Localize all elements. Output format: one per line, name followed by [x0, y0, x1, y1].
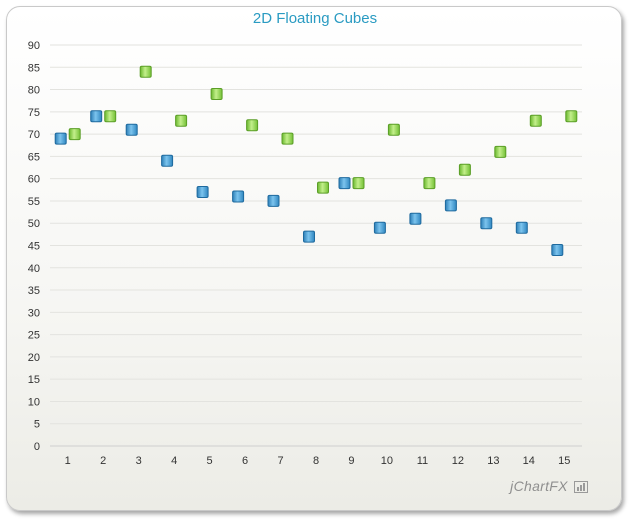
- x-tick-label: 4: [171, 455, 177, 467]
- x-tick-label: 2: [100, 455, 106, 467]
- y-tick-label: 0: [34, 441, 40, 453]
- y-tick-label: 65: [28, 151, 40, 163]
- y-tick-label: 30: [28, 307, 40, 319]
- y-tick-label: 35: [28, 285, 40, 297]
- x-tick-label: 9: [348, 455, 354, 467]
- y-tick-label: 90: [28, 40, 40, 52]
- y-tick-label: 85: [28, 62, 40, 74]
- cube-marker-green: [68, 128, 81, 141]
- cube-marker-blue: [90, 110, 103, 123]
- cube-marker-green: [565, 110, 578, 123]
- x-tick-label: 13: [487, 455, 499, 467]
- y-tick-label: 45: [28, 241, 40, 253]
- cube-marker-blue: [373, 221, 386, 234]
- cube-marker-blue: [125, 123, 138, 136]
- cube-marker-blue: [232, 190, 245, 203]
- y-tick-label: 80: [28, 85, 40, 97]
- jchartfx-logo: jChartFX: [510, 478, 588, 494]
- y-tick-label: 70: [28, 129, 40, 141]
- chart-frame: [6, 6, 622, 511]
- chart-title: 2D Floating Cubes: [252, 10, 378, 27]
- y-tick-label: 20: [28, 352, 40, 364]
- y-tick-label: 60: [28, 174, 40, 186]
- cube-marker-blue: [196, 186, 209, 198]
- cube-marker-blue: [409, 212, 422, 225]
- x-tick-label: 15: [558, 455, 570, 467]
- y-axis: 0 5 10 15 20 25 30 35 40 45 50 55 60 65 70 75 80 85 90: [28, 40, 40, 453]
- cube-marker-blue: [515, 221, 528, 234]
- cube-marker-blue: [161, 154, 174, 167]
- x-tick-label: 14: [523, 455, 535, 467]
- cube-marker-green: [139, 65, 152, 78]
- cube-marker-blue: [303, 230, 315, 243]
- x-tick-label: 1: [65, 455, 71, 467]
- x-tick-label: 3: [136, 455, 142, 467]
- cube-marker-blue: [551, 244, 564, 256]
- cube-marker-blue: [54, 132, 67, 145]
- y-tick-label: 10: [28, 396, 40, 408]
- y-tick-label: 5: [34, 419, 40, 431]
- x-tick-label: 5: [207, 455, 213, 467]
- x-tick-label: 6: [242, 455, 248, 467]
- cube-marker-green: [529, 114, 542, 127]
- cube-marker-green: [210, 88, 223, 100]
- x-tick-label: 7: [277, 455, 283, 467]
- cube-marker-green: [246, 119, 259, 132]
- cube-marker-blue: [267, 194, 280, 207]
- x-axis: 1 2 3 4 5 6 7 8 9 10 11 12 13 14 15: [65, 455, 571, 467]
- cube-marker-green: [387, 123, 400, 136]
- y-tick-label: 25: [28, 330, 40, 342]
- cube-marker-green: [352, 177, 365, 190]
- y-tick-label: 55: [28, 196, 40, 208]
- cube-marker-blue: [480, 217, 493, 230]
- logo-text: jChartFX: [510, 478, 568, 494]
- grid-lines: [50, 44, 582, 447]
- cube-marker-green: [458, 163, 471, 176]
- cube-marker-blue: [444, 199, 457, 212]
- y-tick-label: 75: [28, 107, 40, 119]
- cube-marker-green: [281, 132, 294, 145]
- cube-marker-blue: [338, 177, 351, 190]
- y-tick-label: 40: [28, 263, 40, 275]
- cube-marker-green: [423, 177, 436, 190]
- cube-marker-green: [104, 110, 117, 123]
- cube-marker-green: [494, 145, 507, 158]
- x-tick-label: 11: [417, 455, 428, 467]
- x-tick-label: 12: [452, 455, 464, 467]
- cube-marker-green: [175, 114, 188, 127]
- x-tick-label: 8: [313, 455, 319, 467]
- y-tick-label: 50: [28, 218, 40, 230]
- x-tick-label: 10: [381, 455, 393, 467]
- cube-marker-green: [317, 181, 329, 194]
- y-tick-label: 15: [28, 374, 40, 386]
- logo-chart-icon: [574, 481, 588, 494]
- data-marks: [54, 65, 578, 256]
